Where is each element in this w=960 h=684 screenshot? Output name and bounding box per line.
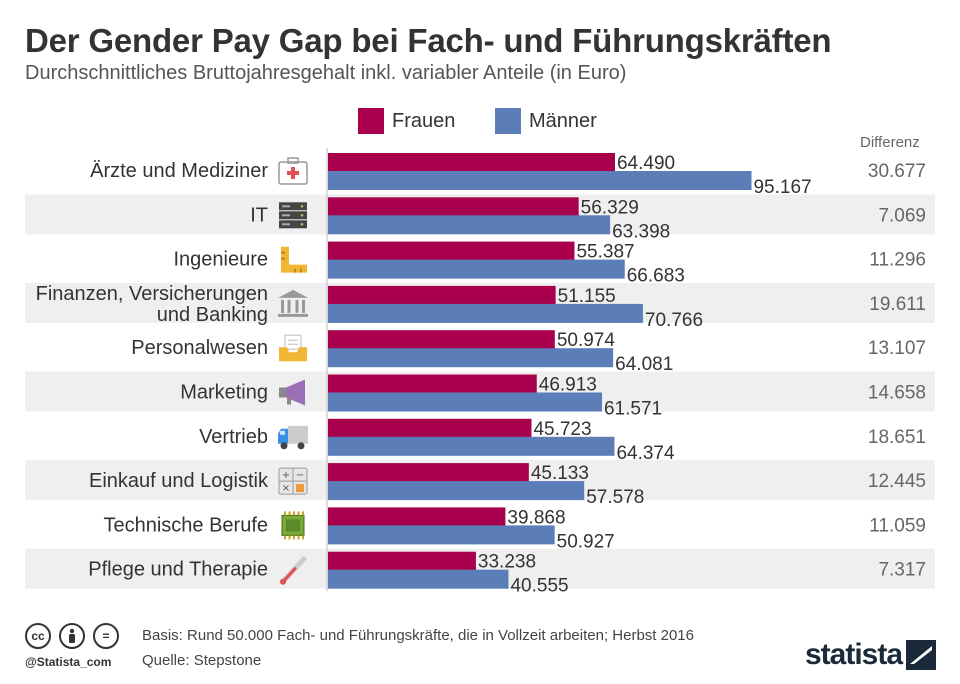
footer-quelle: Quelle: Stepstone — [142, 652, 262, 669]
category-label: Finanzen, Versicherungen — [36, 283, 268, 305]
bar-frauen — [328, 241, 575, 261]
category-label: Vertrieb — [199, 426, 268, 448]
value-label-frauen: 46.913 — [539, 375, 597, 396]
bar-frauen — [328, 153, 615, 172]
svg-text:+: + — [282, 470, 290, 481]
differenz-value: 14.658 — [868, 383, 926, 404]
value-label-frauen: 51.155 — [558, 286, 616, 307]
bar-maenner — [328, 215, 611, 235]
value-label-maenner: 64.081 — [615, 354, 673, 375]
category-label: Ingenieure — [173, 249, 268, 271]
bar-frauen — [328, 374, 537, 394]
footer-basis: Basis: Rund 50.000 Fach- und Führungskrä… — [142, 627, 694, 644]
bar-maenner — [328, 259, 625, 279]
cc-icon[interactable]: cc — [25, 623, 51, 649]
bar-maenner — [328, 303, 643, 323]
value-label-frauen: 39.868 — [507, 507, 565, 528]
license-icons: cc = — [25, 623, 127, 649]
ruler-icon — [281, 246, 307, 273]
legend-swatch-maenner — [495, 108, 521, 134]
medical-kit-icon — [278, 157, 308, 185]
megaphone-icon — [279, 379, 305, 406]
differenz-value: 30.677 — [868, 161, 926, 182]
svg-text:×: × — [282, 483, 290, 494]
value-label-frauen: 50.974 — [557, 330, 616, 351]
differenz-value: 18.651 — [868, 427, 926, 448]
server-icon — [279, 202, 307, 229]
bar-maenner — [328, 348, 614, 368]
statista-logo-mark-icon — [906, 640, 937, 670]
bank-icon — [278, 289, 308, 317]
bar-frauen — [328, 330, 555, 350]
value-label-frauen: 45.723 — [533, 419, 591, 440]
statista-logo[interactable]: statista — [805, 638, 937, 672]
category-label: Einkauf und Logistik — [89, 470, 269, 492]
value-label-frauen: 56.329 — [581, 197, 639, 218]
value-label-maenner: 70.766 — [645, 310, 703, 331]
differenz-value: 12.445 — [868, 471, 926, 492]
bar-maenner — [328, 171, 752, 190]
differenz-value: 19.611 — [869, 294, 926, 315]
value-label-maenner: 95.167 — [753, 177, 811, 198]
legend-swatch-frauen — [358, 108, 384, 134]
bar-frauen — [328, 285, 556, 305]
differenz-value: 11.059 — [869, 515, 926, 536]
value-label-frauen: 45.133 — [531, 463, 589, 484]
legend: Frauen Männer — [0, 108, 960, 138]
thermometer-icon — [280, 556, 307, 585]
bar-maenner — [328, 569, 509, 589]
legend-label-maenner: Männer — [529, 109, 597, 132]
category-label: Personalwesen — [131, 337, 268, 359]
bar-frauen — [328, 197, 579, 217]
category-label: und Banking — [157, 304, 268, 326]
bar-frauen — [328, 418, 532, 438]
truck-icon — [278, 425, 308, 450]
svg-text:−: − — [296, 470, 304, 481]
value-label-maenner: 40.555 — [510, 576, 568, 597]
bar-maenner — [328, 481, 585, 501]
category-label: IT — [250, 204, 268, 226]
value-label-frauen: 33.238 — [478, 552, 536, 573]
category-label: Pflege und Therapie — [88, 559, 268, 581]
differenz-header: Differenz — [860, 134, 920, 151]
differenz-value: 11.296 — [869, 250, 926, 271]
value-label-frauen: 64.490 — [617, 153, 675, 174]
category-label: Ärzte und Mediziner — [90, 160, 268, 182]
value-label-maenner: 66.683 — [627, 266, 685, 287]
value-label-maenner: 64.374 — [616, 443, 675, 464]
legend-label-frauen: Frauen — [392, 109, 456, 132]
microchip-icon — [281, 511, 305, 540]
value-label-maenner: 61.571 — [604, 399, 662, 420]
chart-title: Der Gender Pay Gap bei Fach- und Führung… — [25, 22, 832, 59]
bar-frauen — [328, 507, 506, 527]
bar-frauen — [328, 551, 476, 571]
statista-handle[interactable]: @Statista_com — [25, 655, 112, 669]
category-label: Marketing — [180, 382, 268, 404]
legend-item-maenner: Männer — [495, 108, 597, 134]
nd-icon[interactable]: = — [93, 623, 119, 649]
statista-logo-text: statista — [805, 638, 903, 671]
chart-subtitle: Durchschnittliches Bruttojahresgehalt in… — [25, 62, 627, 84]
differenz-value: 13.107 — [868, 338, 926, 359]
value-label-maenner: 57.578 — [586, 487, 644, 508]
value-label-maenner: 63.398 — [612, 221, 670, 242]
calculator-icon: + −× — [278, 467, 308, 495]
bar-maenner — [328, 525, 555, 545]
category-label: Technische Berufe — [103, 514, 268, 536]
value-label-frauen: 55.387 — [576, 242, 634, 263]
value-label-maenner: 50.927 — [557, 531, 615, 552]
differenz-value: 7.317 — [878, 560, 926, 581]
bar-maenner — [328, 436, 615, 456]
differenz-value: 7.069 — [878, 205, 926, 226]
by-icon[interactable] — [59, 623, 85, 649]
inbox-tray-icon — [279, 334, 307, 362]
legend-item-frauen: Frauen — [358, 108, 455, 134]
bar-maenner — [328, 392, 602, 412]
bar-frauen — [328, 463, 529, 483]
